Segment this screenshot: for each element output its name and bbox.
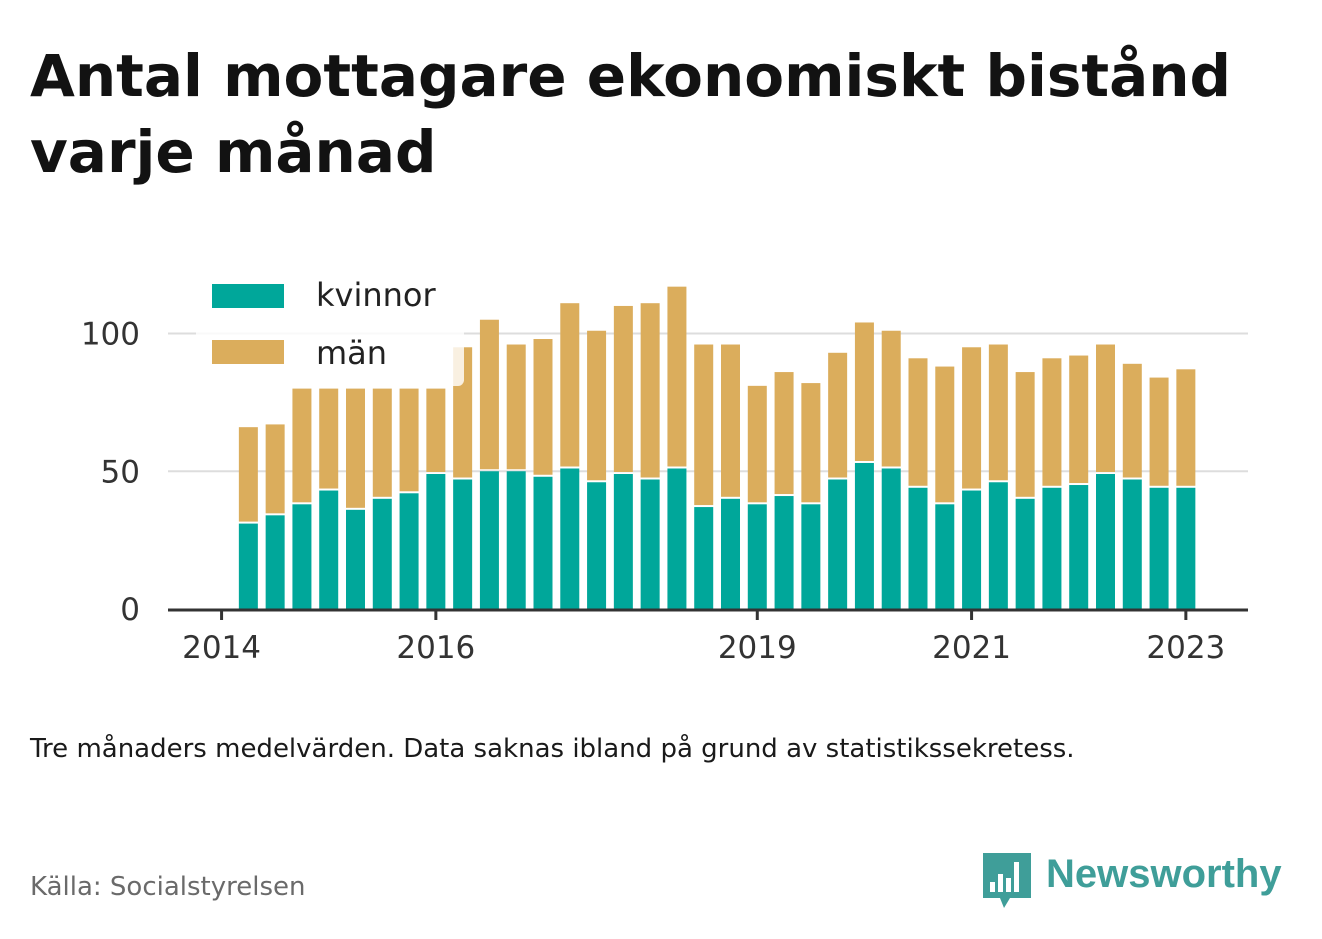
y-tick-label: 0 — [120, 592, 140, 628]
bar-kvinnor — [747, 504, 767, 609]
bar-kvinnor — [935, 504, 955, 609]
bar-man — [426, 388, 446, 473]
bar-kvinnor — [962, 490, 982, 609]
legend-swatch-man — [212, 340, 284, 364]
bar-man — [346, 388, 365, 508]
bar-man — [908, 358, 928, 486]
source-label: Källa: Socialstyrelsen — [30, 872, 306, 902]
bars — [238, 286, 1196, 609]
bar-man — [667, 286, 687, 467]
bar-kvinnor — [694, 507, 714, 609]
bar-kvinnor — [292, 504, 312, 609]
bar-kvinnor — [1176, 487, 1196, 609]
bar-kvinnor — [238, 523, 258, 609]
bar-kvinnor — [613, 474, 633, 609]
bar-man — [774, 372, 794, 495]
bar-kvinnor — [640, 479, 660, 609]
bar-man — [962, 347, 982, 489]
bar-kvinnor — [506, 471, 526, 609]
bar-man — [828, 352, 848, 478]
bar-man — [747, 385, 767, 503]
newsworthy-logo-text: Newsworthy — [1046, 852, 1282, 896]
bar-kvinnor — [1149, 487, 1169, 609]
bar-man — [881, 330, 901, 467]
legend: kvinnor män — [196, 270, 464, 386]
y-axis-ticks: 0 50 100 — [81, 317, 140, 629]
bar-kvinnor — [1015, 498, 1035, 609]
legend-label-man: män — [316, 334, 387, 372]
bar-kvinnor — [854, 462, 874, 609]
stacked-bar-chart: kvinnor män 0 50 100 2014 2016 2019 2021 2023 — [81, 270, 1248, 666]
bar-man — [1096, 344, 1115, 473]
bar-kvinnor — [533, 476, 553, 609]
bar-man — [801, 383, 821, 503]
bar-kvinnor — [319, 490, 339, 609]
bar-man — [292, 388, 312, 503]
bar-kvinnor — [479, 471, 499, 609]
bar-man — [399, 388, 419, 492]
bar-man — [1042, 358, 1062, 486]
bar-man — [1015, 372, 1035, 497]
bar-kvinnor — [988, 482, 1008, 609]
bar-man — [640, 303, 660, 478]
bar-man — [1069, 355, 1089, 484]
bar-kvinnor — [399, 493, 419, 609]
bar-kvinnor — [1042, 487, 1062, 609]
bar-man — [1176, 369, 1196, 486]
bar-kvinnor — [801, 504, 821, 609]
bar-man — [506, 344, 526, 470]
bar-kvinnor — [721, 498, 740, 609]
x-tick-label: 2016 — [396, 630, 475, 666]
x-tick-label: 2021 — [932, 630, 1011, 666]
bar-kvinnor — [560, 468, 580, 609]
chart-title: Antal mottagare ekonomiskt bistånd varje… — [30, 42, 1232, 186]
bar-kvinnor — [346, 509, 365, 609]
y-tick-label: 50 — [101, 454, 140, 490]
newsworthy-bar-chart-icon — [983, 853, 1031, 908]
bar-man — [560, 303, 580, 467]
bar-kvinnor — [667, 468, 687, 609]
bar-kvinnor — [1122, 479, 1142, 609]
bar-man — [238, 427, 258, 522]
bar-kvinnor — [453, 479, 473, 609]
bar-man — [988, 344, 1008, 481]
bar-man — [265, 424, 285, 514]
bar-kvinnor — [1069, 485, 1089, 609]
bar-kvinnor — [881, 468, 901, 609]
x-axis-ticks: 2014 2016 2019 2021 2023 — [182, 610, 1225, 666]
bar-man — [1149, 377, 1169, 486]
x-tick-label: 2014 — [182, 630, 261, 666]
bar-man — [372, 388, 392, 497]
x-tick-label: 2019 — [718, 630, 797, 666]
y-tick-label: 100 — [81, 317, 140, 353]
bar-man — [613, 305, 633, 473]
chart-note: Tre månaders medelvärden. Data saknas ib… — [30, 734, 1075, 764]
x-tick-label: 2023 — [1146, 630, 1225, 666]
bar-man — [721, 344, 740, 497]
bar-kvinnor — [774, 496, 794, 609]
bar-man — [1122, 363, 1142, 478]
bar-kvinnor — [372, 498, 392, 609]
bar-man — [694, 344, 714, 506]
bar-kvinnor — [265, 515, 285, 609]
bar-kvinnor — [426, 474, 446, 609]
bar-kvinnor — [587, 482, 607, 609]
legend-swatch-kvinnor — [212, 284, 284, 308]
bar-man — [935, 366, 955, 503]
legend-label-kvinnor: kvinnor — [316, 276, 437, 314]
bar-kvinnor — [1096, 474, 1115, 609]
bar-kvinnor — [908, 487, 928, 609]
bar-kvinnor — [828, 479, 848, 609]
bar-man — [854, 322, 874, 461]
bar-man — [319, 388, 339, 489]
bar-man — [479, 319, 499, 470]
bar-man — [587, 330, 607, 481]
bar-man — [533, 339, 553, 475]
